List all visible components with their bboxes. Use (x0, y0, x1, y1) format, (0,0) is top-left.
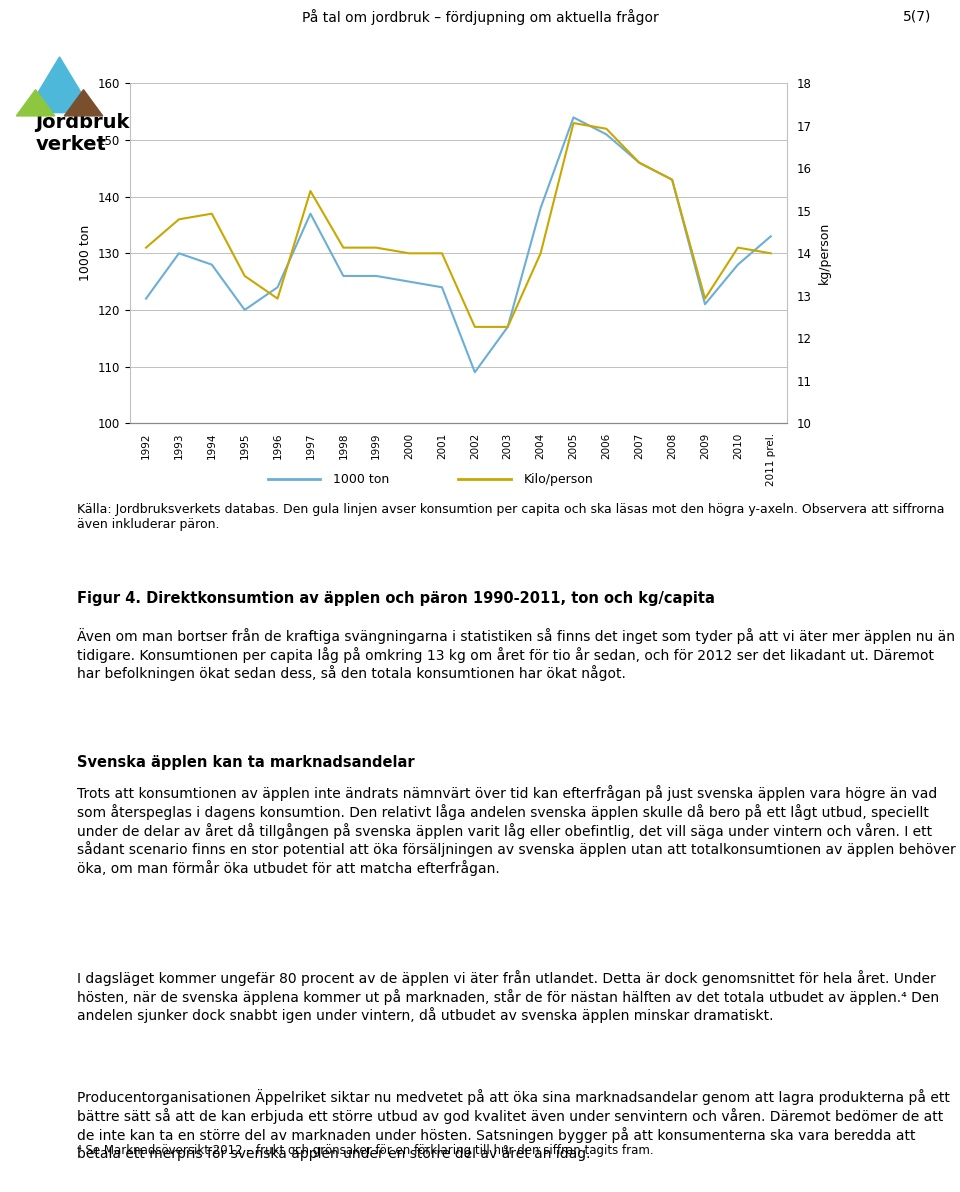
Text: Kilo/person: Kilo/person (524, 473, 594, 485)
Text: Producentorganisationen Äppelriket siktar nu medvetet på att öka sina marknadsan: Producentorganisationen Äppelriket sikta… (77, 1089, 949, 1161)
Text: Figur 4. Direktkonsumtion av äpplen och päron 1990-2011, ton och kg/capita: Figur 4. Direktkonsumtion av äpplen och … (77, 591, 714, 606)
Text: Trots att konsumtionen av äpplen inte ändrats nämnvärt över tid kan efterfrågan : Trots att konsumtionen av äpplen inte än… (77, 786, 955, 876)
Y-axis label: kg/person: kg/person (818, 222, 830, 285)
Text: Svenska äpplen kan ta marknadsandelar: Svenska äpplen kan ta marknadsandelar (77, 755, 415, 770)
Text: 5(7): 5(7) (902, 10, 931, 24)
Text: ⁴ Se Marknadsöversikt 2012 – frukt och grönsaker för en förklaring till hur den : ⁴ Se Marknadsöversikt 2012 – frukt och g… (77, 1144, 654, 1157)
Text: Jordbruks
verket: Jordbruks verket (36, 113, 141, 154)
Text: Källa: Jordbruksverkets databas. Den gula linjen avser konsumtion per capita och: Källa: Jordbruksverkets databas. Den gul… (77, 503, 945, 530)
Text: Även om man bortser från de kraftiga svängningarna i statistiken så finns det in: Även om man bortser från de kraftiga svä… (77, 628, 955, 681)
Text: På tal om jordbruk – fördjupning om aktuella frågor: På tal om jordbruk – fördjupning om aktu… (301, 8, 659, 25)
Polygon shape (64, 89, 103, 116)
Y-axis label: 1000 ton: 1000 ton (79, 225, 92, 281)
Text: I dagsläget kommer ungefär 80 procent av de äpplen vi äter från utlandet. Detta : I dagsläget kommer ungefär 80 procent av… (77, 970, 939, 1023)
Polygon shape (16, 89, 55, 116)
Text: 1000 ton: 1000 ton (333, 473, 390, 485)
Polygon shape (26, 57, 93, 113)
